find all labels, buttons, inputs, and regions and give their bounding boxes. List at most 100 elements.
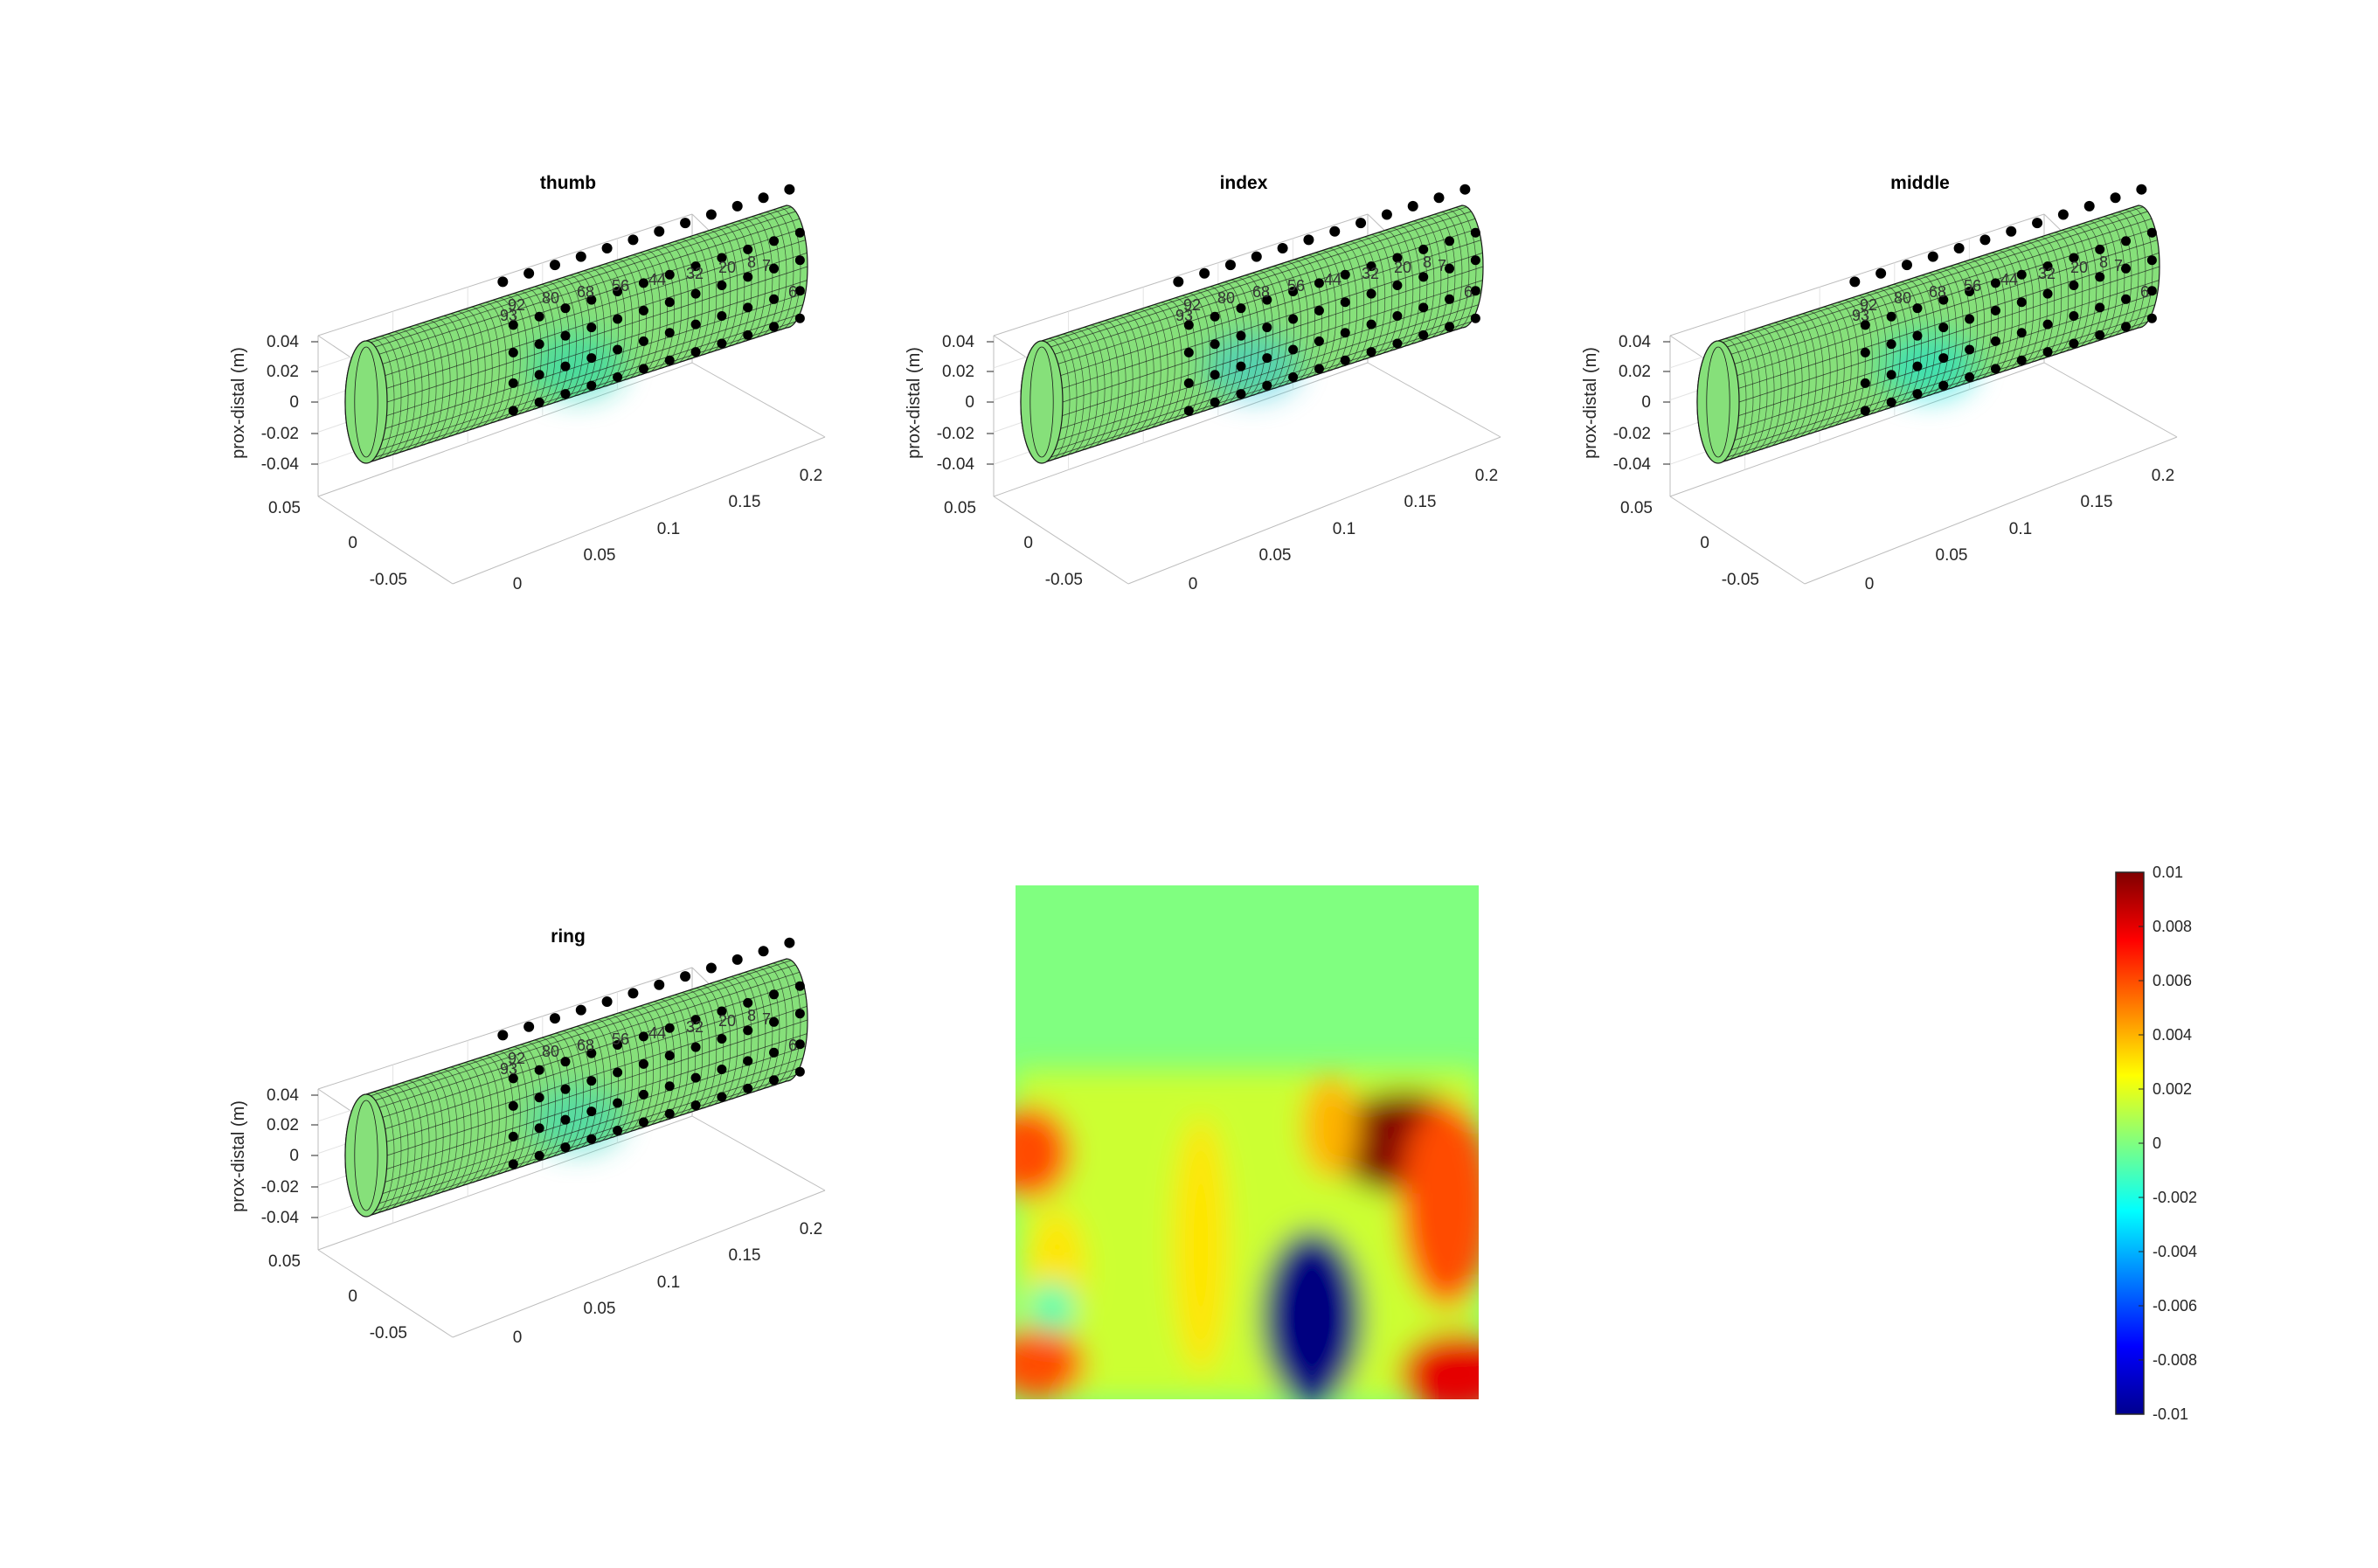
electrode-dot — [638, 336, 648, 346]
electrode-dot — [769, 236, 780, 246]
y-tick-label: 0.05 — [268, 499, 301, 517]
electrode-label: 93 — [500, 307, 517, 324]
cylinder-end-cap — [1020, 340, 1064, 464]
y-tick-label: 0 — [1023, 534, 1033, 552]
z-tick-label: 0.04 — [1619, 333, 1651, 351]
electrode-label: 56 — [612, 277, 629, 295]
electrode-dot — [534, 1065, 544, 1075]
z-tick-label: -0.04 — [937, 455, 975, 474]
electrode-label: 20 — [1394, 259, 1411, 276]
electrode-label: 6 — [1464, 283, 1473, 301]
colorbar-tick-label: 0.008 — [2153, 918, 2192, 935]
electrode-dot — [1314, 305, 1324, 316]
heatmap-blob — [1302, 1075, 1359, 1179]
electrode-dot — [690, 1015, 701, 1025]
z-tick-label: -0.02 — [1613, 425, 1651, 443]
electrode-dot — [2042, 347, 2053, 357]
electrode-dot — [2095, 330, 2105, 340]
cylinder-surface — [1020, 205, 1484, 464]
electrode-label: 32 — [686, 1018, 704, 1036]
subplot-title: ring — [551, 926, 586, 947]
electrode-dot — [1445, 263, 1455, 274]
electrode-label: 80 — [542, 1043, 559, 1060]
electrode-dot — [1392, 281, 1403, 291]
cylinder-end-cap — [344, 1093, 388, 1218]
x-tick-label: 0.15 — [2081, 493, 2113, 511]
electrode-dot — [549, 1013, 560, 1024]
electrode-label: 7 — [2114, 257, 2123, 274]
electrode-dot — [690, 1072, 701, 1083]
electrode-dot — [717, 311, 727, 322]
z-tick-label: -0.02 — [261, 425, 299, 443]
electrode-dot — [586, 1076, 597, 1086]
electrode-dot — [613, 1067, 623, 1078]
x-tick-label: 0.05 — [1259, 546, 1292, 565]
electrode-dot — [638, 1031, 648, 1042]
heatmap-blob — [1029, 1280, 1076, 1333]
electrode-dot — [575, 251, 586, 262]
electrode-dot — [1912, 303, 1923, 314]
electrode-dot — [560, 330, 571, 341]
electrode-dot — [1366, 319, 1376, 330]
electrode-dot — [2146, 313, 2157, 323]
y-tick-label: -0.05 — [370, 1324, 407, 1343]
electrode-label: 6 — [788, 283, 797, 301]
electrode-dot — [664, 1108, 675, 1119]
electrode-dot — [784, 937, 795, 948]
electrode-dot — [586, 295, 597, 305]
x-tick-label: 0.2 — [800, 467, 822, 485]
electrode-label: 8 — [747, 1007, 756, 1024]
y-tick-label: 0 — [1700, 534, 1709, 552]
electrode-dot — [794, 227, 805, 238]
electrode-dot — [575, 1004, 586, 1016]
electrode-dot — [769, 1016, 780, 1027]
electrode-label: 80 — [1217, 289, 1235, 307]
electrode-dot — [2146, 255, 2157, 266]
electrode-dot — [1459, 184, 1471, 195]
x-tick-label: 0.1 — [2009, 520, 2032, 538]
electrode-dot — [627, 988, 639, 999]
electrode-dot — [613, 344, 623, 355]
electrode-dot — [1236, 361, 1246, 371]
electrode-dot — [717, 338, 727, 349]
electrode-dot — [1418, 302, 1429, 313]
electrode-dot — [586, 1048, 597, 1058]
z-axis-label: prox-distal (m) — [229, 347, 248, 459]
electrode-dot — [1860, 347, 1870, 357]
electrode-dot — [534, 1093, 544, 1103]
electrode-dot — [1262, 295, 1272, 305]
electrode-dot — [534, 339, 544, 350]
electrode-dot — [534, 1150, 544, 1161]
electrode-label: 44 — [2000, 271, 2018, 288]
electrode-dot — [560, 1084, 571, 1094]
cylinder-end-cap — [344, 340, 388, 464]
electrode-dot — [2042, 261, 2053, 272]
electrode-dot — [1303, 234, 1314, 246]
electrode-dot — [743, 302, 753, 313]
electrode-dot — [1183, 320, 1194, 330]
electrode-dot — [560, 361, 571, 371]
x-tick-label: 0.2 — [1475, 467, 1498, 485]
y-tick-label: 0.05 — [268, 1252, 301, 1271]
electrode-dot — [690, 1042, 701, 1052]
electrode-label: 7 — [762, 1010, 771, 1028]
electrode-dot — [508, 1100, 518, 1111]
y-tick-label: 0.05 — [944, 499, 976, 517]
y-axis: 0.05 0 -0.05 — [268, 1252, 407, 1343]
electrode-dot — [2006, 225, 2017, 237]
z-axis: 0.04 0.02 0 -0.02 -0.04 — [261, 1086, 318, 1227]
electrode-dot — [613, 371, 623, 382]
x-tick-label: 0.15 — [729, 493, 761, 511]
electrode-dot — [534, 397, 544, 407]
electrode-dot — [638, 305, 648, 316]
z-axis: 0.04 0.02 0 -0.02 -0.04 — [1613, 333, 1670, 474]
electrode-dot — [2121, 236, 2132, 246]
electrode-dot — [1965, 344, 1975, 355]
electrode-dot — [705, 209, 717, 220]
electrode-dot — [654, 225, 665, 237]
z-axis-label: prox-distal (m) — [229, 1100, 248, 1212]
electrode-dot — [534, 1123, 544, 1134]
